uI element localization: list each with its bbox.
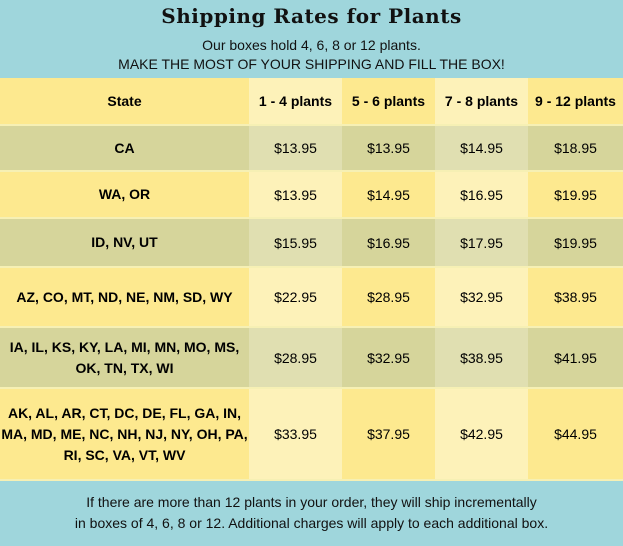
table-header-row: State 1 - 4 plants 5 - 6 plants 7 - 8 pl… xyxy=(0,78,623,126)
table-row: CA $13.95 $13.95 $14.95 $18.95 xyxy=(0,125,623,172)
header-state: State xyxy=(0,78,249,126)
header-7-8-plants: 7 - 8 plants xyxy=(435,78,528,126)
price-cell: $13.95 xyxy=(249,171,342,219)
price-cell: $28.95 xyxy=(342,267,435,328)
price-cell: $44.95 xyxy=(528,388,623,481)
price-cell: $17.95 xyxy=(435,218,528,268)
price-cell: $32.95 xyxy=(435,267,528,328)
state-cell: IA, IL, KS, KY, LA, MI, MN, MO, MS, OK, … xyxy=(0,327,249,389)
price-cell: $14.95 xyxy=(435,125,528,172)
shipping-rates-table: State 1 - 4 plants 5 - 6 plants 7 - 8 pl… xyxy=(0,78,623,481)
price-cell: $13.95 xyxy=(249,125,342,172)
table-row: WA, OR $13.95 $14.95 $16.95 $19.95 xyxy=(0,171,623,219)
price-cell: $37.95 xyxy=(342,388,435,481)
state-cell: AZ, CO, MT, ND, NE, NM, SD, WY xyxy=(0,267,249,328)
table-row: AZ, CO, MT, ND, NE, NM, SD, WY $22.95 $2… xyxy=(0,267,623,328)
price-cell: $22.95 xyxy=(249,267,342,328)
footer-line-2: in boxes of 4, 6, 8 or 12. Additional ch… xyxy=(74,515,549,531)
price-cell: $33.95 xyxy=(249,388,342,481)
state-cell: ID, NV, UT xyxy=(0,218,249,268)
price-cell: $13.95 xyxy=(342,125,435,172)
price-cell: $42.95 xyxy=(435,388,528,481)
header-5-6-plants: 5 - 6 plants xyxy=(342,78,435,126)
footer-note: If there are more than 12 plants in your… xyxy=(0,481,623,534)
table-row: AK, AL, AR, CT, DC, DE, FL, GA, IN, MA, … xyxy=(0,388,623,481)
box-sizes-note: Our boxes hold 4, 6, 8 or 12 plants. xyxy=(202,37,421,53)
price-cell: $19.95 xyxy=(528,171,623,219)
price-cell: $28.95 xyxy=(249,327,342,389)
price-cell: $18.95 xyxy=(528,125,623,172)
table-row: IA, IL, KS, KY, LA, MI, MN, MO, MS, OK, … xyxy=(0,327,623,389)
price-cell: $38.95 xyxy=(435,327,528,389)
header-1-4-plants: 1 - 4 plants xyxy=(249,78,342,126)
header: Shipping Rates for Plants Our boxes hold… xyxy=(0,0,623,78)
page-title: Shipping Rates for Plants xyxy=(161,4,462,28)
price-cell: $32.95 xyxy=(342,327,435,389)
state-cell: CA xyxy=(0,125,249,172)
footer-line-1: If there are more than 12 plants in your… xyxy=(86,494,537,510)
header-9-12-plants: 9 - 12 plants xyxy=(528,78,623,126)
price-cell: $41.95 xyxy=(528,327,623,389)
price-cell: $15.95 xyxy=(249,218,342,268)
state-cell: WA, OR xyxy=(0,171,249,219)
price-cell: $16.95 xyxy=(342,218,435,268)
price-cell: $19.95 xyxy=(528,218,623,268)
table-row: ID, NV, UT $15.95 $16.95 $17.95 $19.95 xyxy=(0,218,623,268)
price-cell: $38.95 xyxy=(528,267,623,328)
price-cell: $14.95 xyxy=(342,171,435,219)
price-cell: $16.95 xyxy=(435,171,528,219)
fill-box-note: MAKE THE MOST OF YOUR SHIPPING AND FILL … xyxy=(118,56,505,72)
state-cell: AK, AL, AR, CT, DC, DE, FL, GA, IN, MA, … xyxy=(0,388,249,481)
